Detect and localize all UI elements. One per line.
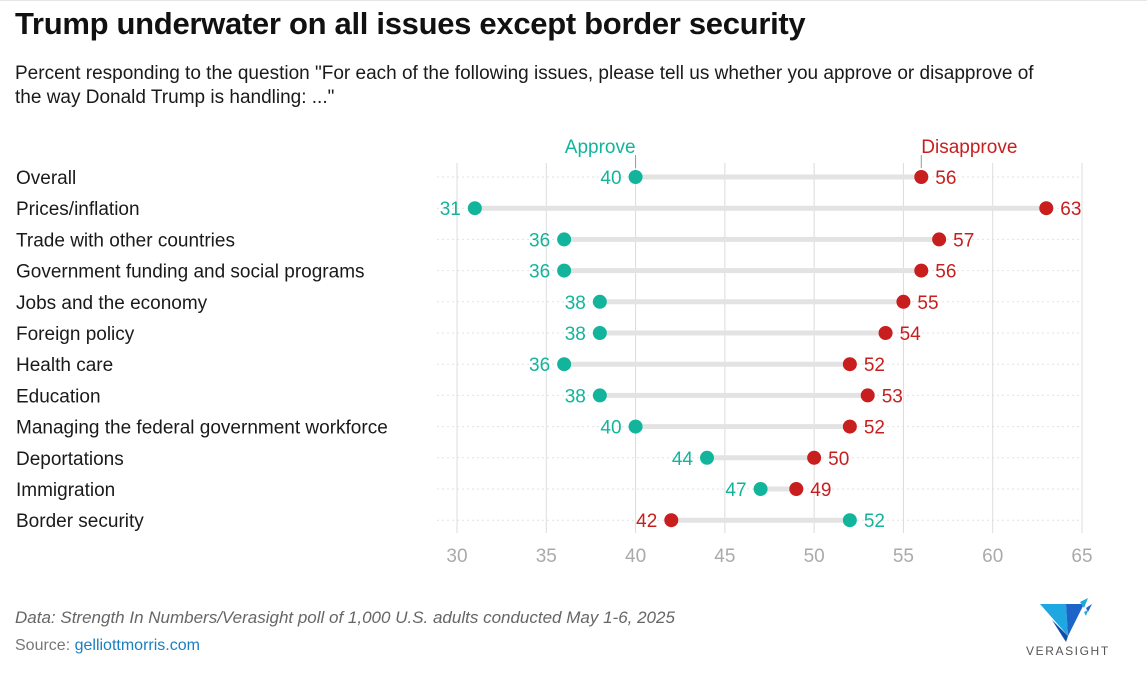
disapprove-dot (860, 388, 875, 403)
disapprove-dot (932, 232, 947, 247)
approve-dot (842, 513, 857, 528)
approve-dot (628, 419, 643, 434)
disapprove-value-label: 56 (935, 168, 956, 189)
x-tick-label: 65 (1071, 546, 1092, 567)
disapprove-dot (1039, 201, 1054, 216)
category-label: Government funding and social programs (16, 262, 365, 283)
disapprove-value-label: 56 (935, 262, 956, 283)
category-label: Education (16, 386, 101, 407)
approve-dot (557, 263, 572, 278)
category-label: Deportations (16, 449, 124, 470)
approve-value-label: 47 (725, 480, 746, 501)
approve-value-label: 38 (565, 293, 586, 314)
approve-value-label: 40 (600, 418, 621, 439)
top-divider (0, 0, 1147, 1)
disapprove-value-label: 52 (864, 418, 885, 439)
approve-dot (753, 482, 768, 496)
disapprove-value-label: 53 (882, 386, 903, 407)
approve-dot (628, 170, 643, 184)
x-tick-label: 60 (982, 546, 1003, 567)
approve-dot (557, 232, 572, 247)
approve-value-label: 44 (672, 449, 694, 470)
category-label: Border security (16, 511, 144, 532)
approve-value-label: 36 (529, 355, 550, 376)
disapprove-dot (842, 419, 857, 434)
verasight-v-logo-icon (1040, 598, 1092, 642)
disapprove-value-label: 54 (900, 324, 922, 345)
disapprove-legend-label: Disapprove (921, 137, 1017, 158)
category-label: Trade with other countries (16, 230, 235, 251)
x-tick-label: 35 (536, 546, 557, 567)
disapprove-dot (664, 513, 679, 528)
approve-dot (557, 357, 572, 372)
approve-dot (592, 326, 607, 340)
source-link[interactable]: gelliottmorris.com (74, 637, 200, 654)
approve-dot (467, 201, 482, 216)
dot-plot-chart: 30 35 40 45 50 55 60 65 Overall 40 56 Prices/inflat… (16, 137, 1093, 567)
category-label: Immigration (16, 480, 115, 501)
x-tick-label: 55 (893, 546, 914, 567)
category-label: Managing the federal government workforc… (16, 418, 388, 439)
approve-dot (592, 388, 607, 403)
disapprove-dot (807, 450, 822, 465)
disapprove-dot (896, 294, 911, 309)
approve-dot (592, 294, 607, 309)
x-tick-label: 45 (714, 546, 735, 567)
disapprove-value-label: 57 (953, 230, 974, 251)
disapprove-value-label: 52 (864, 355, 885, 376)
approve-value-label: 31 (440, 199, 461, 220)
disapprove-value-label: 50 (828, 449, 849, 470)
disapprove-dot (914, 170, 929, 184)
logo-text: VERASIGHT (1026, 644, 1110, 658)
data-note: Data: Strength In Numbers/Verasight poll… (15, 608, 675, 627)
source-line: Source: gelliottmorris.com (15, 637, 200, 655)
approve-value-label: 36 (529, 230, 550, 251)
disapprove-dot (789, 482, 804, 496)
category-label: Health care (16, 355, 113, 376)
category-label: Jobs and the economy (16, 293, 208, 314)
approve-value-label: 40 (600, 168, 621, 189)
approve-value-label: 36 (529, 262, 550, 283)
category-label: Prices/inflation (16, 199, 140, 220)
disapprove-value-label: 49 (810, 480, 831, 501)
x-tick-label: 40 (625, 546, 646, 567)
category-label: Foreign policy (16, 324, 135, 345)
approve-value-label: 38 (565, 386, 586, 407)
disapprove-dot (878, 326, 893, 340)
disapprove-dot (842, 357, 857, 372)
disapprove-dot (914, 263, 929, 278)
approve-value-label: 38 (565, 324, 586, 345)
source-label: Source: (15, 637, 71, 654)
chart-title: Trump underwater on all issues except bo… (15, 6, 806, 41)
category-label: Overall (16, 168, 76, 189)
disapprove-value-label: 63 (1060, 199, 1081, 220)
x-tick-label: 50 (804, 546, 825, 567)
approve-dot (700, 450, 714, 465)
chart-subtitle: Percent responding to the question "For … (15, 63, 1034, 108)
approve-legend-label: Approve (565, 137, 636, 158)
disapprove-value-label: 42 (636, 511, 657, 532)
disapprove-value-label: 55 (917, 293, 938, 314)
approve-value-label: 52 (864, 511, 885, 532)
x-tick-label: 30 (446, 546, 467, 567)
